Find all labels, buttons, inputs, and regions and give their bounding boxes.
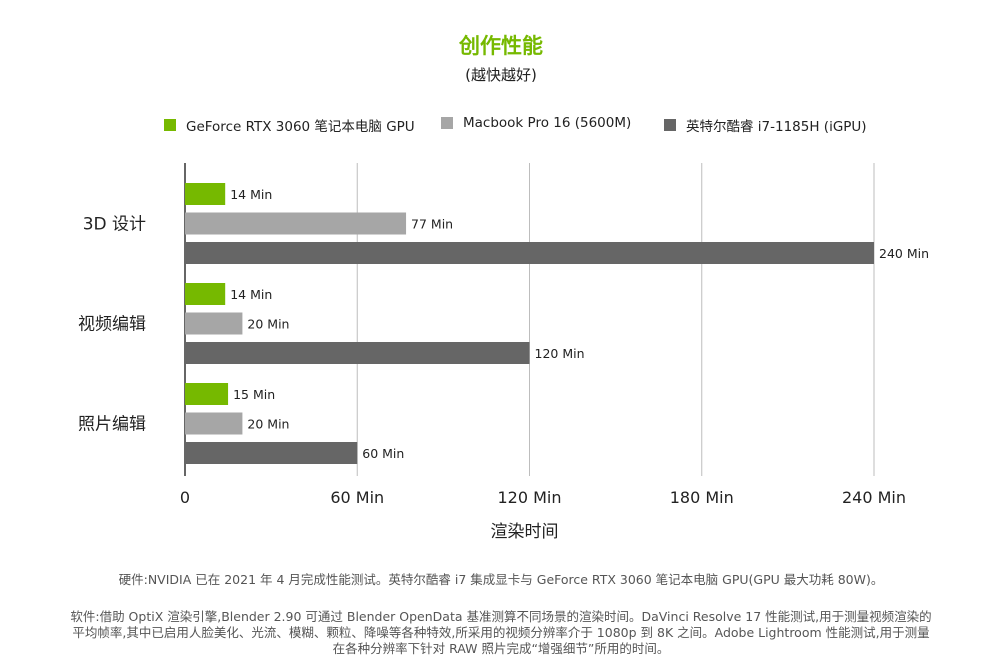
bar: [185, 212, 407, 235]
legend-swatch-rtx3060: [164, 119, 176, 131]
bar: [185, 283, 226, 305]
bar: [185, 442, 358, 464]
footnote-hardware: 硬件:NVIDIA 已在 2021 年 4 月完成性能测试。英特尔酷睿 i7 集…: [118, 572, 884, 587]
footnote-software: 软件:借助 OptiX 渲染引擎,Blender 2.90 可通过 Blende…: [20, 609, 982, 657]
bar-value-label: 15 Min: [233, 387, 275, 402]
bar-value-label: 14 Min: [230, 287, 272, 302]
x-tick-label: 180 Min: [670, 488, 734, 507]
legend-label-rtx3060: GeForce RTX 3060 笔记本电脑 GPU: [186, 119, 415, 135]
chart-subtitle: (越快越好): [465, 66, 537, 84]
legend-label-intel: 英特尔酷睿 i7-1185H (iGPU): [686, 119, 867, 135]
bar: [185, 412, 243, 435]
bar: [185, 183, 226, 205]
bar: [185, 312, 243, 335]
bar-value-label: 14 Min: [230, 187, 272, 202]
chart-title: 创作性能: [459, 34, 543, 58]
bar-value-label: 240 Min: [879, 246, 929, 261]
legend-swatch-intel: [664, 119, 676, 131]
footnote-software-line2: 平均帧率,其中已启用人脸美化、光流、模糊、颗粒、降噪等各种特效,所采用的视频分辨…: [72, 625, 930, 640]
bar-value-label: 120 Min: [535, 346, 585, 361]
category-label: 3D 设计: [83, 215, 146, 235]
bar-value-label: 20 Min: [247, 417, 289, 432]
bar: [185, 342, 530, 364]
x-tick-label: 0: [180, 488, 190, 507]
footnote-software-line1: 软件:借助 OptiX 渲染引擎,Blender 2.90 可通过 Blende…: [70, 609, 932, 624]
x-tick-label: 240 Min: [842, 488, 906, 507]
x-tick-label: 60 Min: [330, 488, 384, 507]
x-axis-title: 渲染时间: [491, 522, 559, 542]
category-label: 视频编辑: [78, 315, 146, 335]
bar-chart: 0 60 Min 120 Min 180 Min 240 Min 渲染时间 3D 设计 14 …: [78, 163, 929, 542]
legend-item-intel: 英特尔酷睿 i7-1185H (iGPU): [664, 115, 867, 135]
legend-item-rtx3060: GeForce RTX 3060 笔记本电脑 GPU: [164, 115, 415, 135]
bar-value-label: 20 Min: [247, 317, 289, 332]
footnote-software-line3: 在各种分辨率下针对 RAW 照片完成“增强细节”所用的时间。: [332, 641, 670, 656]
bar-value-label: 77 Min: [411, 217, 453, 232]
legend: GeForce RTX 3060 笔记本电脑 GPU Macbook Pro 1…: [0, 115, 1002, 137]
bar: [185, 242, 874, 264]
x-tick-label: 120 Min: [497, 488, 561, 507]
legend-swatch-macbook: [441, 117, 453, 129]
category-label: 照片编辑: [78, 415, 146, 435]
legend-item-macbook: Macbook Pro 16 (5600M): [441, 115, 631, 131]
bar: [185, 383, 229, 405]
legend-label-macbook: Macbook Pro 16 (5600M): [463, 115, 632, 131]
bar-value-label: 60 Min: [362, 446, 404, 461]
